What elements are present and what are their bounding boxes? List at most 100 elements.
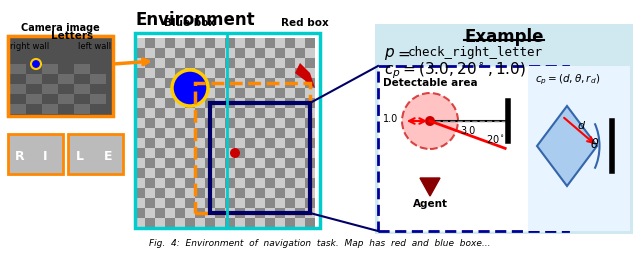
Bar [74,104,90,114]
Bar [165,68,175,78]
Bar [295,138,305,148]
Bar [305,178,315,188]
Bar [265,78,275,88]
Bar [225,198,235,208]
Bar [155,188,165,198]
Bar [225,78,235,88]
Bar [215,168,225,178]
Bar [245,128,255,138]
Bar [265,198,275,208]
Bar [215,208,225,218]
Bar [135,178,145,188]
Bar [145,128,155,138]
Bar [285,88,295,98]
Text: $\theta$: $\theta$ [590,137,600,151]
Bar [205,168,215,178]
Bar [295,48,305,58]
Bar [205,148,215,158]
Bar [225,98,235,108]
Bar [275,88,285,98]
Bar [210,103,310,213]
Bar [305,108,315,118]
Bar [215,48,225,58]
Bar [175,158,185,168]
Bar [275,128,285,138]
Bar [235,118,245,128]
Bar [215,148,225,158]
Bar [155,38,165,48]
Bar [285,128,295,138]
Bar [285,188,295,198]
Bar [145,68,155,78]
Bar [205,58,215,68]
Bar [145,88,155,98]
Bar [305,78,315,88]
Text: 1.0: 1.0 [383,114,398,124]
Bar [165,128,175,138]
Bar [295,188,305,198]
Bar [185,48,195,58]
Bar [235,88,245,98]
Text: left wall: left wall [79,42,111,51]
Bar [145,118,155,128]
Bar [225,88,235,98]
Bar [185,198,195,208]
Bar [255,168,265,178]
Bar [145,58,155,68]
Bar [295,218,305,228]
Bar [255,178,265,188]
Bar [265,138,275,148]
Bar [175,128,185,138]
Bar [185,108,195,118]
Bar [295,58,305,68]
Bar [275,138,285,148]
Bar [215,78,225,88]
Bar [195,168,205,178]
Bar [205,48,215,58]
Bar [195,83,310,213]
Bar [155,208,165,218]
Bar [255,88,265,98]
Bar [10,84,26,94]
Bar [205,68,215,78]
Bar [265,168,275,178]
Text: Blue box: Blue box [164,18,216,28]
Text: Agent: Agent [413,199,447,209]
Bar [175,148,185,158]
Bar [74,84,90,94]
Bar [205,108,215,118]
Bar [245,68,255,78]
Bar [155,128,165,138]
Bar [10,64,26,74]
Text: d: d [577,121,584,131]
Text: Fig.  4:  Environment  of  navigation  task.  Map  has  red  and  blue  boxe...: Fig. 4: Environment of navigation task. … [149,239,491,248]
Bar [245,38,255,48]
Bar [185,118,195,128]
Bar [165,58,175,68]
Bar [255,188,265,198]
Bar [175,38,185,48]
Bar [275,108,285,118]
Bar [26,94,42,104]
Bar [255,58,265,68]
Bar [145,188,155,198]
Text: Environment: Environment [135,11,255,29]
Bar [235,168,245,178]
Bar [175,118,185,128]
Bar [295,148,305,158]
Bar [145,108,155,118]
Bar [255,48,265,58]
Bar [295,108,305,118]
Bar [275,188,285,198]
Bar [215,88,225,98]
Bar [225,68,235,78]
Bar [135,38,145,48]
Bar [185,178,195,188]
Bar [195,128,205,138]
Bar [235,108,245,118]
Bar [255,218,265,228]
Bar [185,208,195,218]
Bar [135,128,145,138]
Bar [155,108,165,118]
Bar [215,218,225,228]
